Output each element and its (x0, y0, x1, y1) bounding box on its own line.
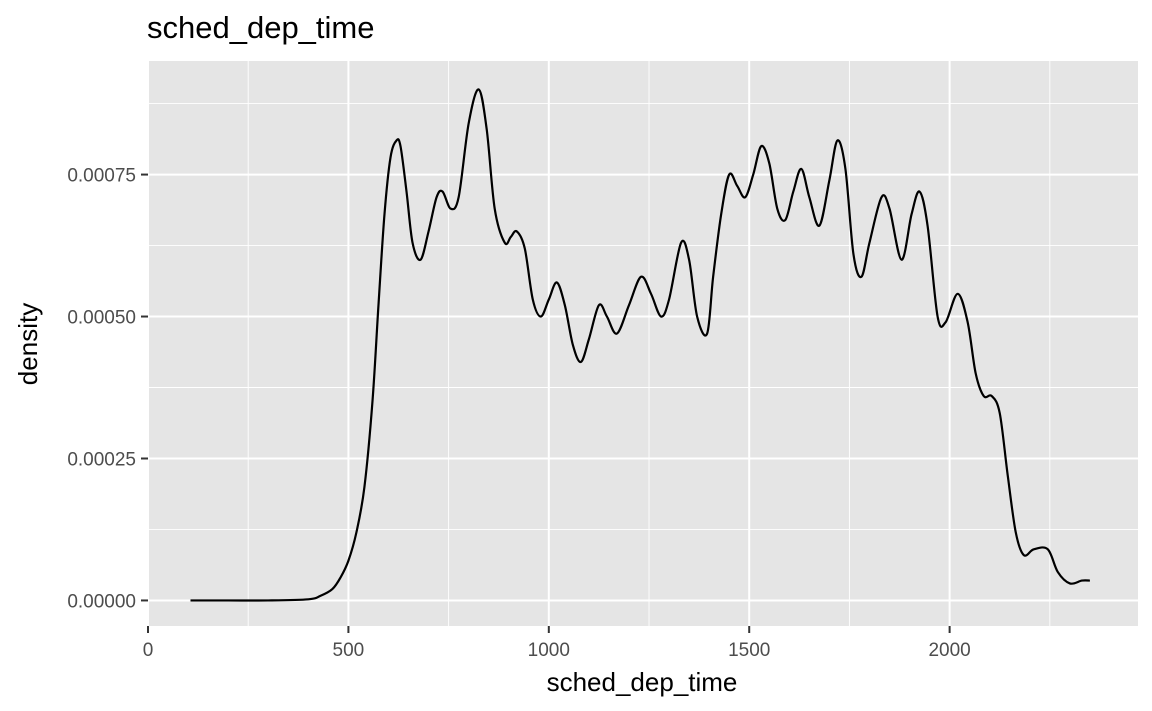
x-axis: 0 500 1000 1500 2000 (143, 626, 971, 661)
density-line (190, 88, 1090, 602)
plot-panel (148, 61, 1138, 626)
chart-title: sched_dep_time (147, 10, 375, 45)
y-tick-label: 0.00000 (67, 591, 136, 612)
y-tick-label: 0.00025 (67, 449, 136, 470)
x-tick-label: 1500 (728, 640, 770, 661)
x-tick-label: 2000 (928, 640, 970, 661)
y-axis: 0.00000 0.00025 0.00050 0.00075 (67, 166, 148, 612)
major-gridlines (147, 61, 1138, 626)
y-axis-title: density (13, 303, 43, 385)
minor-gridlines (148, 61, 1138, 626)
y-tick-label: 0.00050 (67, 308, 136, 329)
y-tick-label: 0.00075 (67, 166, 136, 187)
x-tick-label: 1000 (528, 640, 570, 661)
series-layer (190, 88, 1090, 602)
x-tick-label: 500 (333, 640, 365, 661)
x-tick-label: 0 (143, 640, 154, 661)
x-axis-title: sched_dep_time (547, 667, 738, 697)
